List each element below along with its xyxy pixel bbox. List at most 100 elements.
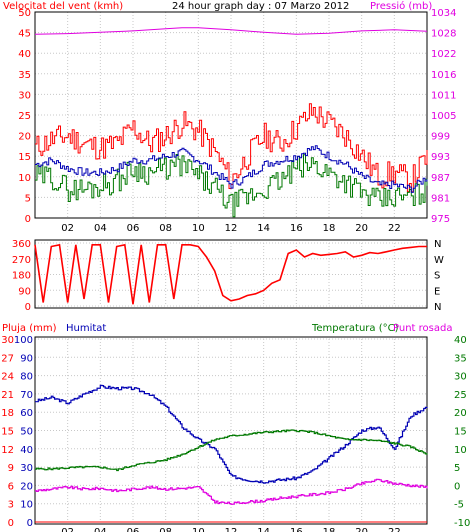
direction-tick-label: 180 — [12, 271, 31, 282]
hour-tick-label: 16 — [290, 223, 303, 234]
humidity-tick-label: 10 — [20, 500, 33, 511]
series-humidity — [35, 384, 428, 484]
hour-tick-label: 06 — [127, 223, 140, 234]
rain-axis-label: Pluja (mm) — [2, 323, 57, 334]
dewpoint-axis-label: Punt rosada — [393, 323, 452, 334]
temperature-tick-label: 35 — [454, 353, 467, 364]
series-pressure — [34, 27, 428, 35]
humidity-tick-label: 20 — [20, 481, 33, 492]
hour-tick-label: 22 — [388, 527, 401, 532]
pressure-tick-label: 987 — [431, 173, 450, 184]
temperature-tick-label: 5 — [454, 463, 460, 474]
humidity-tick-label: 100 — [14, 335, 33, 346]
rain-tick-label: 9 — [8, 463, 14, 474]
panel-wind-direction-series — [34, 243, 427, 305]
compass-tick-label: N — [434, 239, 441, 250]
temperature-tick-label: 40 — [454, 335, 467, 346]
humidity-axis-label: Humitat — [66, 323, 106, 334]
rain-tick-label: 6 — [8, 481, 14, 492]
humidity-tick-label: 60 — [20, 408, 33, 419]
direction-tick-label: 0 — [25, 302, 31, 313]
rain-tick-label: 18 — [1, 408, 14, 419]
pressure-tick-label: 975 — [431, 214, 450, 225]
panel-wind-direction-frame — [34, 239, 428, 309]
rain-tick-label: 15 — [1, 427, 14, 438]
pressure-tick-label: 1005 — [431, 111, 456, 122]
hour-tick-label: 16 — [290, 527, 303, 532]
compass-tick-label: E — [434, 286, 440, 297]
humidity-tick-label: 90 — [20, 353, 33, 364]
rain-tick-label: 0 — [8, 518, 14, 529]
wind-speed-tick-label: 40 — [18, 49, 31, 60]
wind-speed-tick-label: 25 — [18, 111, 31, 122]
direction-tick-label: 270 — [12, 255, 31, 266]
temperature-tick-label: 10 — [454, 445, 467, 456]
compass-tick-label: W — [434, 255, 444, 266]
rain-tick-label: 12 — [1, 445, 14, 456]
humidity-tick-label: 40 — [20, 445, 33, 456]
hour-tick-label: 14 — [257, 223, 270, 234]
hour-tick-label: 10 — [192, 527, 205, 532]
hour-tick-label: 14 — [257, 527, 270, 532]
pressure-tick-label: 1034 — [431, 8, 456, 19]
rain-tick-label: 24 — [1, 372, 14, 383]
wind-speed-tick-label: 35 — [18, 70, 31, 81]
series-dewpoint — [35, 478, 428, 505]
wind-speed-axis-label: Velocitat del vent (kmh) — [3, 1, 123, 12]
temperature-tick-label: -5 — [454, 500, 464, 511]
compass-tick-label: N — [434, 302, 441, 313]
series-wind-average — [35, 145, 428, 193]
temperature-tick-label: 15 — [454, 427, 467, 438]
humidity-tick-label: 30 — [20, 463, 33, 474]
pressure-tick-label: 981 — [431, 193, 450, 204]
series-wind-direction-gust — [35, 154, 428, 218]
wind-speed-tick-label: 30 — [18, 90, 31, 101]
wind-speed-tick-label: 10 — [18, 173, 31, 184]
hour-tick-label: 10 — [192, 223, 205, 234]
pressure-tick-label: 1011 — [431, 90, 456, 101]
hour-tick-label: 08 — [159, 223, 172, 234]
wind-speed-tick-label: 45 — [18, 29, 31, 40]
hour-tick-label: 20 — [355, 223, 368, 234]
wind-speed-tick-label: 15 — [18, 152, 31, 163]
panel-wind-pressure-ticks: 0 5 10 15 20 25 30 35 40 45 50 975 981 987 993 999 1005 1… — [18, 8, 456, 234]
pressure-tick-label: 999 — [431, 132, 450, 143]
pressure-tick-label: 1016 — [431, 70, 456, 81]
panel-temperature-humidity-series — [35, 384, 428, 523]
hour-tick-label: 18 — [323, 223, 336, 234]
temperature-axis-label: Temperatura (°C) — [311, 323, 399, 334]
hour-tick-label: 12 — [225, 527, 238, 532]
humidity-tick-label: 0 — [27, 518, 33, 529]
rain-tick-label: 21 — [1, 390, 14, 401]
direction-tick-label: 360 — [12, 239, 31, 250]
hour-tick-label: 04 — [94, 527, 107, 532]
temperature-tick-label: 0 — [454, 481, 460, 492]
series-wind-direction — [34, 243, 427, 305]
wind-speed-tick-label: 0 — [25, 214, 31, 225]
hour-tick-label: 02 — [61, 527, 74, 532]
humidity-tick-label: 50 — [20, 427, 33, 438]
pressure-tick-label: 993 — [431, 152, 450, 163]
humidity-tick-label: 70 — [20, 390, 33, 401]
temperature-tick-label: -10 — [454, 518, 470, 529]
humidity-tick-label: 80 — [20, 372, 33, 383]
direction-tick-label: 90 — [18, 286, 31, 297]
rain-tick-label: 3 — [8, 500, 14, 511]
temperature-tick-label: 30 — [454, 372, 467, 383]
wind-speed-tick-label: 20 — [18, 132, 31, 143]
panel-wind-pressure-grid — [35, 11, 427, 219]
chart-title: 24 hour graph day : 07 Marzo 2012 — [172, 1, 349, 12]
pressure-tick-label: 1022 — [431, 49, 456, 60]
temperature-tick-label: 25 — [454, 390, 467, 401]
hour-tick-label: 22 — [388, 223, 401, 234]
hour-tick-label: 02 — [61, 223, 74, 234]
temperature-tick-label: 20 — [454, 408, 467, 419]
wind-speed-tick-label: 5 — [25, 193, 31, 204]
panel-wind-pressure-series — [34, 27, 428, 218]
panel-temperature-humidity-frame — [34, 336, 428, 525]
panel-wind-pressure-frame — [34, 11, 428, 219]
